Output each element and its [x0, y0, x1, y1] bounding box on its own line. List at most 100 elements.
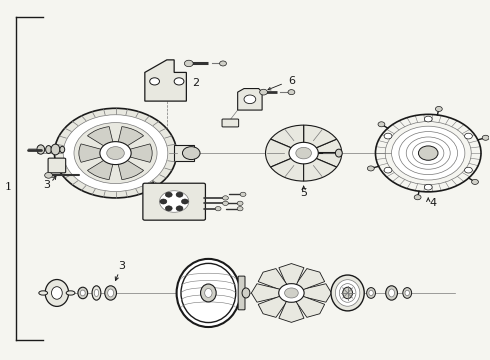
- Ellipse shape: [92, 286, 101, 300]
- Circle shape: [237, 201, 243, 206]
- Ellipse shape: [405, 290, 410, 296]
- Polygon shape: [258, 269, 290, 292]
- Circle shape: [215, 207, 221, 211]
- Ellipse shape: [94, 289, 98, 297]
- Wedge shape: [304, 139, 342, 167]
- Circle shape: [176, 192, 183, 197]
- Ellipse shape: [181, 264, 236, 323]
- Circle shape: [378, 122, 385, 127]
- Wedge shape: [116, 144, 152, 162]
- Wedge shape: [87, 127, 116, 153]
- Circle shape: [424, 184, 432, 190]
- FancyBboxPatch shape: [143, 183, 205, 220]
- Polygon shape: [279, 297, 304, 322]
- Circle shape: [220, 61, 226, 66]
- Circle shape: [296, 147, 312, 159]
- Ellipse shape: [242, 288, 250, 298]
- Ellipse shape: [37, 145, 45, 154]
- Ellipse shape: [389, 289, 394, 297]
- Text: 5: 5: [300, 188, 307, 198]
- Circle shape: [222, 201, 228, 206]
- Circle shape: [182, 147, 200, 159]
- Circle shape: [237, 207, 243, 211]
- Polygon shape: [279, 264, 304, 289]
- Circle shape: [244, 95, 256, 104]
- Circle shape: [54, 108, 176, 198]
- Wedge shape: [79, 144, 116, 162]
- Circle shape: [63, 115, 168, 192]
- Circle shape: [181, 199, 188, 204]
- Wedge shape: [116, 153, 144, 180]
- FancyBboxPatch shape: [174, 145, 194, 161]
- Ellipse shape: [331, 275, 364, 311]
- Ellipse shape: [369, 290, 373, 296]
- Circle shape: [100, 141, 131, 165]
- Circle shape: [260, 89, 268, 95]
- Ellipse shape: [339, 284, 356, 302]
- Ellipse shape: [46, 145, 51, 153]
- Circle shape: [184, 60, 193, 67]
- Ellipse shape: [343, 287, 352, 299]
- Wedge shape: [266, 139, 304, 167]
- Ellipse shape: [78, 287, 88, 299]
- Circle shape: [384, 133, 392, 139]
- Circle shape: [368, 166, 374, 171]
- Circle shape: [174, 78, 184, 85]
- Circle shape: [413, 141, 444, 165]
- Circle shape: [482, 135, 489, 140]
- Polygon shape: [297, 284, 331, 302]
- Ellipse shape: [108, 289, 114, 297]
- Ellipse shape: [51, 287, 62, 299]
- Circle shape: [414, 195, 421, 200]
- Ellipse shape: [335, 149, 342, 157]
- Ellipse shape: [176, 259, 240, 327]
- Wedge shape: [87, 153, 116, 180]
- Circle shape: [436, 107, 442, 112]
- Wedge shape: [270, 153, 304, 181]
- Ellipse shape: [200, 284, 216, 302]
- Circle shape: [159, 191, 189, 212]
- Circle shape: [240, 192, 246, 197]
- Wedge shape: [116, 127, 144, 153]
- Circle shape: [279, 284, 304, 302]
- Text: 4: 4: [430, 198, 437, 208]
- Circle shape: [165, 206, 172, 211]
- Ellipse shape: [60, 146, 65, 153]
- Circle shape: [107, 147, 124, 159]
- Ellipse shape: [367, 288, 375, 298]
- Circle shape: [471, 179, 478, 184]
- Ellipse shape: [386, 286, 397, 300]
- Polygon shape: [258, 294, 290, 318]
- Circle shape: [289, 142, 318, 164]
- Text: 1: 1: [4, 182, 12, 192]
- Ellipse shape: [335, 280, 360, 306]
- Ellipse shape: [105, 286, 117, 300]
- Polygon shape: [294, 269, 325, 292]
- Circle shape: [399, 132, 458, 175]
- Text: 6: 6: [288, 76, 295, 86]
- Text: 3: 3: [44, 180, 50, 190]
- Circle shape: [222, 196, 228, 200]
- Circle shape: [465, 167, 472, 173]
- Circle shape: [424, 116, 432, 122]
- Ellipse shape: [45, 279, 69, 306]
- Wedge shape: [304, 153, 337, 181]
- Circle shape: [288, 90, 295, 95]
- Circle shape: [45, 172, 52, 178]
- Polygon shape: [294, 294, 325, 318]
- Text: 2: 2: [193, 78, 200, 88]
- Ellipse shape: [39, 291, 48, 295]
- Wedge shape: [304, 125, 337, 153]
- Circle shape: [176, 206, 183, 211]
- Circle shape: [384, 167, 392, 173]
- Circle shape: [392, 126, 465, 180]
- Ellipse shape: [205, 288, 212, 297]
- FancyBboxPatch shape: [222, 119, 239, 127]
- Ellipse shape: [51, 144, 60, 155]
- Circle shape: [465, 133, 472, 139]
- Polygon shape: [251, 284, 285, 302]
- Circle shape: [418, 146, 438, 160]
- Circle shape: [160, 199, 167, 204]
- Text: 7: 7: [144, 173, 151, 183]
- Polygon shape: [145, 60, 186, 101]
